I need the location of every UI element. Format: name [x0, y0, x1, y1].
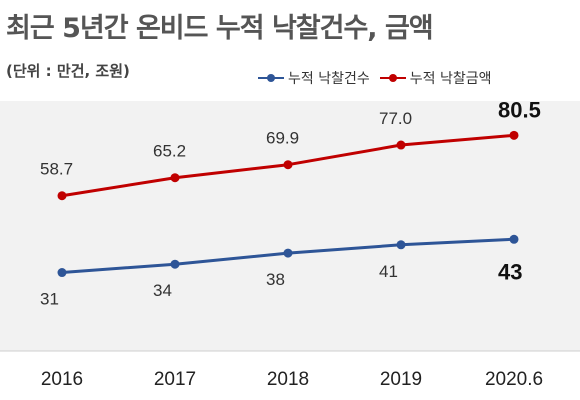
data-point-amount-1 — [170, 173, 180, 183]
data-label-amount-2: 69.9 — [266, 129, 299, 148]
legend-label-count: 누적 낙찰건수 — [288, 71, 370, 87]
data-label-count-0: 31 — [40, 290, 59, 309]
data-label-amount-1: 65.2 — [153, 142, 186, 161]
data-label-count-4: 43 — [498, 259, 522, 284]
legend-item-amount: 누적 낙찰금액 — [379, 68, 492, 88]
data-label-count-3: 41 — [379, 262, 398, 281]
chart-title: 최근 5년간 온비드 누적 낙찰건수, 금액 — [6, 13, 434, 44]
legend-swatch-amount — [379, 73, 406, 83]
data-label-amount-4: 80.5 — [498, 97, 541, 122]
legend-label-amount: 누적 낙찰금액 — [409, 71, 492, 87]
data-label-count-2: 38 — [266, 270, 285, 289]
data-point-amount-2 — [283, 160, 293, 170]
legend-item-count: 누적 낙찰건수 — [258, 68, 370, 88]
data-point-count-4 — [509, 234, 519, 244]
data-point-count-3 — [396, 240, 406, 250]
chart-legend: 누적 낙찰건수 누적 낙찰금액 — [258, 68, 491, 88]
x-tick-label-1: 2017 — [154, 369, 196, 390]
data-label-count-1: 34 — [153, 281, 172, 300]
x-tick-label-4: 2020.6 — [485, 369, 543, 390]
data-point-amount-0 — [57, 191, 67, 201]
legend-swatch-count — [258, 73, 284, 83]
plot-area — [0, 101, 580, 351]
x-tick-label-0: 2016 — [41, 369, 83, 390]
x-tick-label-3: 2019 — [380, 369, 422, 390]
data-point-amount-4 — [509, 130, 519, 140]
data-label-amount-0: 58.7 — [40, 160, 73, 179]
data-point-count-0 — [57, 268, 67, 278]
data-label-amount-3: 77.0 — [379, 109, 412, 128]
data-point-count-2 — [283, 248, 293, 258]
data-point-count-1 — [170, 259, 180, 269]
unit-note: (단위 : 만건, 조원) — [6, 62, 130, 80]
x-tick-label-2: 2018 — [267, 369, 309, 390]
data-point-amount-3 — [396, 140, 406, 150]
